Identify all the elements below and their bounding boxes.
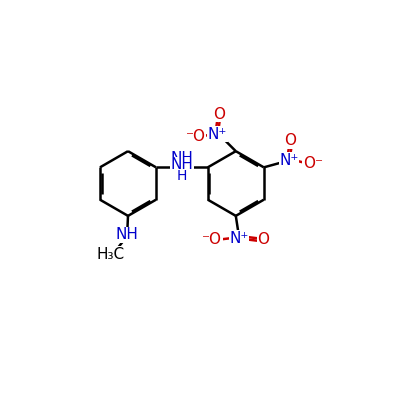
Text: NH
H: NH H — [170, 151, 193, 184]
Text: ⁻O: ⁻O — [186, 129, 206, 144]
Text: O: O — [213, 107, 225, 122]
Text: NH: NH — [116, 228, 139, 242]
Text: O: O — [258, 232, 270, 247]
Text: O: O — [285, 133, 297, 148]
Text: NH: NH — [170, 157, 193, 172]
Text: ⁻O: ⁻O — [202, 232, 222, 247]
Text: N⁺: N⁺ — [279, 153, 299, 168]
Text: H₃C: H₃C — [96, 246, 124, 262]
Text: H: H — [177, 169, 187, 183]
Text: O⁻: O⁻ — [303, 156, 323, 171]
Text: N⁺: N⁺ — [208, 127, 227, 142]
Text: N⁺: N⁺ — [229, 230, 248, 246]
